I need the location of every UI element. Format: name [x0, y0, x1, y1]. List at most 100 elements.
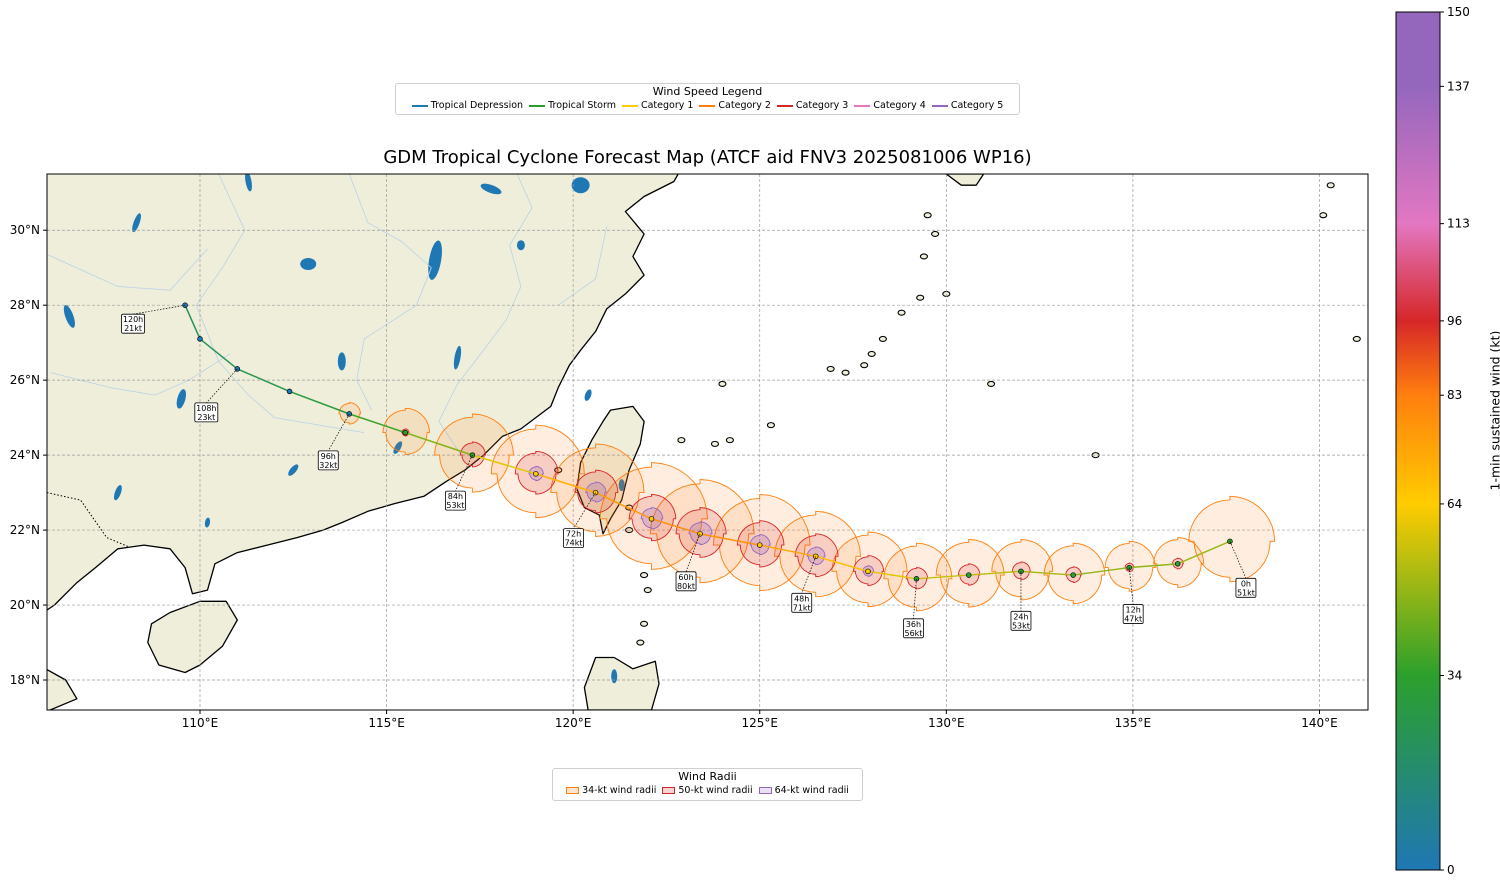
small-island — [841, 369, 850, 376]
label-leader-line — [1128, 567, 1134, 605]
wind-legend-item: Category 1 — [621, 100, 693, 111]
small-island — [640, 572, 649, 579]
lake — [132, 213, 141, 233]
label-hour: 60h — [678, 573, 693, 582]
lake — [611, 669, 618, 684]
label-wind: 71kt — [793, 603, 811, 612]
track-segment — [472, 454, 537, 475]
label-box — [1235, 577, 1257, 598]
radii-legend-item: 50-kt wind radii — [662, 785, 753, 796]
track-point — [913, 576, 920, 582]
x-tick-label: 110°E — [182, 716, 219, 730]
track-line — [182, 302, 1233, 582]
colorbar-tick-label: 0 — [1447, 863, 1455, 877]
track-segment — [1177, 540, 1231, 565]
y-tick-label: 24°N — [10, 448, 40, 462]
label-leader-line — [685, 533, 701, 572]
province-border — [348, 174, 432, 411]
small-island — [923, 212, 932, 219]
lake — [571, 177, 590, 194]
lake — [428, 240, 442, 280]
small-island — [1352, 335, 1361, 342]
y-tick-label: 18°N — [10, 673, 40, 687]
label-wind: 80kt — [677, 582, 695, 591]
wind-legend-label: Category 5 — [950, 100, 1004, 111]
y-tick-label: 22°N — [10, 523, 40, 537]
colorbar-tick-label: 64 — [1447, 497, 1462, 511]
small-island — [867, 350, 876, 357]
colorbar-tick-label: 150 — [1447, 5, 1470, 19]
y-tick-label: 26°N — [10, 373, 40, 387]
label-hour: 0h — [1241, 579, 1251, 588]
track-point — [533, 471, 539, 477]
radii-legend-label: 64-kt wind radii — [774, 785, 849, 796]
colorbar-label: 1-min sustained wind (kt) — [1487, 330, 1500, 491]
label-wind: 56kt — [904, 629, 922, 638]
luzon-island — [583, 656, 660, 710]
label-box — [791, 592, 813, 613]
y-tick-label: 28°N — [10, 298, 40, 312]
label-hour: 84h — [448, 492, 463, 501]
legend-patch-swatch — [662, 787, 676, 794]
vietnam-coast — [47, 668, 78, 710]
label-box — [194, 402, 219, 423]
label-box — [445, 490, 466, 511]
colorbar-gradient — [1395, 11, 1441, 871]
map-frame — [46, 173, 1369, 711]
track-point — [965, 572, 972, 578]
label-leader-line — [1229, 541, 1247, 579]
small-island — [640, 620, 649, 627]
y-tick-label: 20°N — [10, 598, 40, 612]
track-point — [648, 516, 655, 522]
track-segment — [699, 533, 760, 546]
label-hour: 36h — [906, 620, 921, 629]
small-island — [643, 587, 652, 594]
hainan-island — [147, 600, 238, 674]
x-tick-label: 125°E — [741, 716, 778, 730]
radii-legend-item: 64-kt wind radii — [758, 785, 849, 796]
lake — [300, 257, 317, 270]
province-border — [47, 248, 208, 291]
track-point — [1070, 572, 1076, 578]
label-box — [1122, 604, 1144, 624]
radii-34kt — [712, 494, 811, 592]
lake — [393, 441, 403, 454]
small-island — [766, 422, 775, 429]
taiwan-island — [576, 405, 645, 535]
province-border — [50, 353, 231, 396]
lake — [453, 345, 462, 370]
track-segment — [404, 431, 473, 456]
legend-line-swatch — [931, 104, 948, 107]
small-island — [919, 253, 928, 260]
label-leader-line — [913, 578, 917, 619]
label-wind: 74kt — [565, 539, 583, 548]
track-segment — [867, 570, 917, 580]
track-point — [1174, 561, 1181, 567]
wind-speed-legend-title: Wind Speed Legend — [652, 85, 763, 98]
province-border — [438, 174, 533, 456]
label-box — [675, 571, 697, 592]
track-point — [402, 429, 408, 436]
plot-area — [47, 174, 1368, 710]
label-box — [903, 618, 924, 639]
small-island — [897, 309, 906, 316]
small-island — [931, 230, 940, 238]
small-island — [826, 365, 835, 372]
y-tick-label: 30°N — [10, 223, 40, 237]
small-island — [718, 380, 727, 387]
track-point — [286, 388, 293, 395]
wind-legend-item: Category 5 — [931, 100, 1004, 111]
radii-34kt — [599, 462, 708, 570]
legend-line-swatch — [529, 104, 546, 107]
label-wind: 53kt — [446, 501, 464, 510]
national-border — [47, 492, 130, 548]
wind-legend-item: Tropical Depression — [411, 100, 523, 111]
track-segment — [815, 555, 869, 573]
track-segment — [595, 491, 652, 520]
label-wind: 23kt — [197, 413, 215, 422]
track-point — [756, 542, 763, 548]
lake — [480, 183, 502, 195]
lake — [618, 479, 625, 492]
wind-legend-label: Category 2 — [718, 100, 771, 111]
track-segment — [289, 390, 350, 415]
